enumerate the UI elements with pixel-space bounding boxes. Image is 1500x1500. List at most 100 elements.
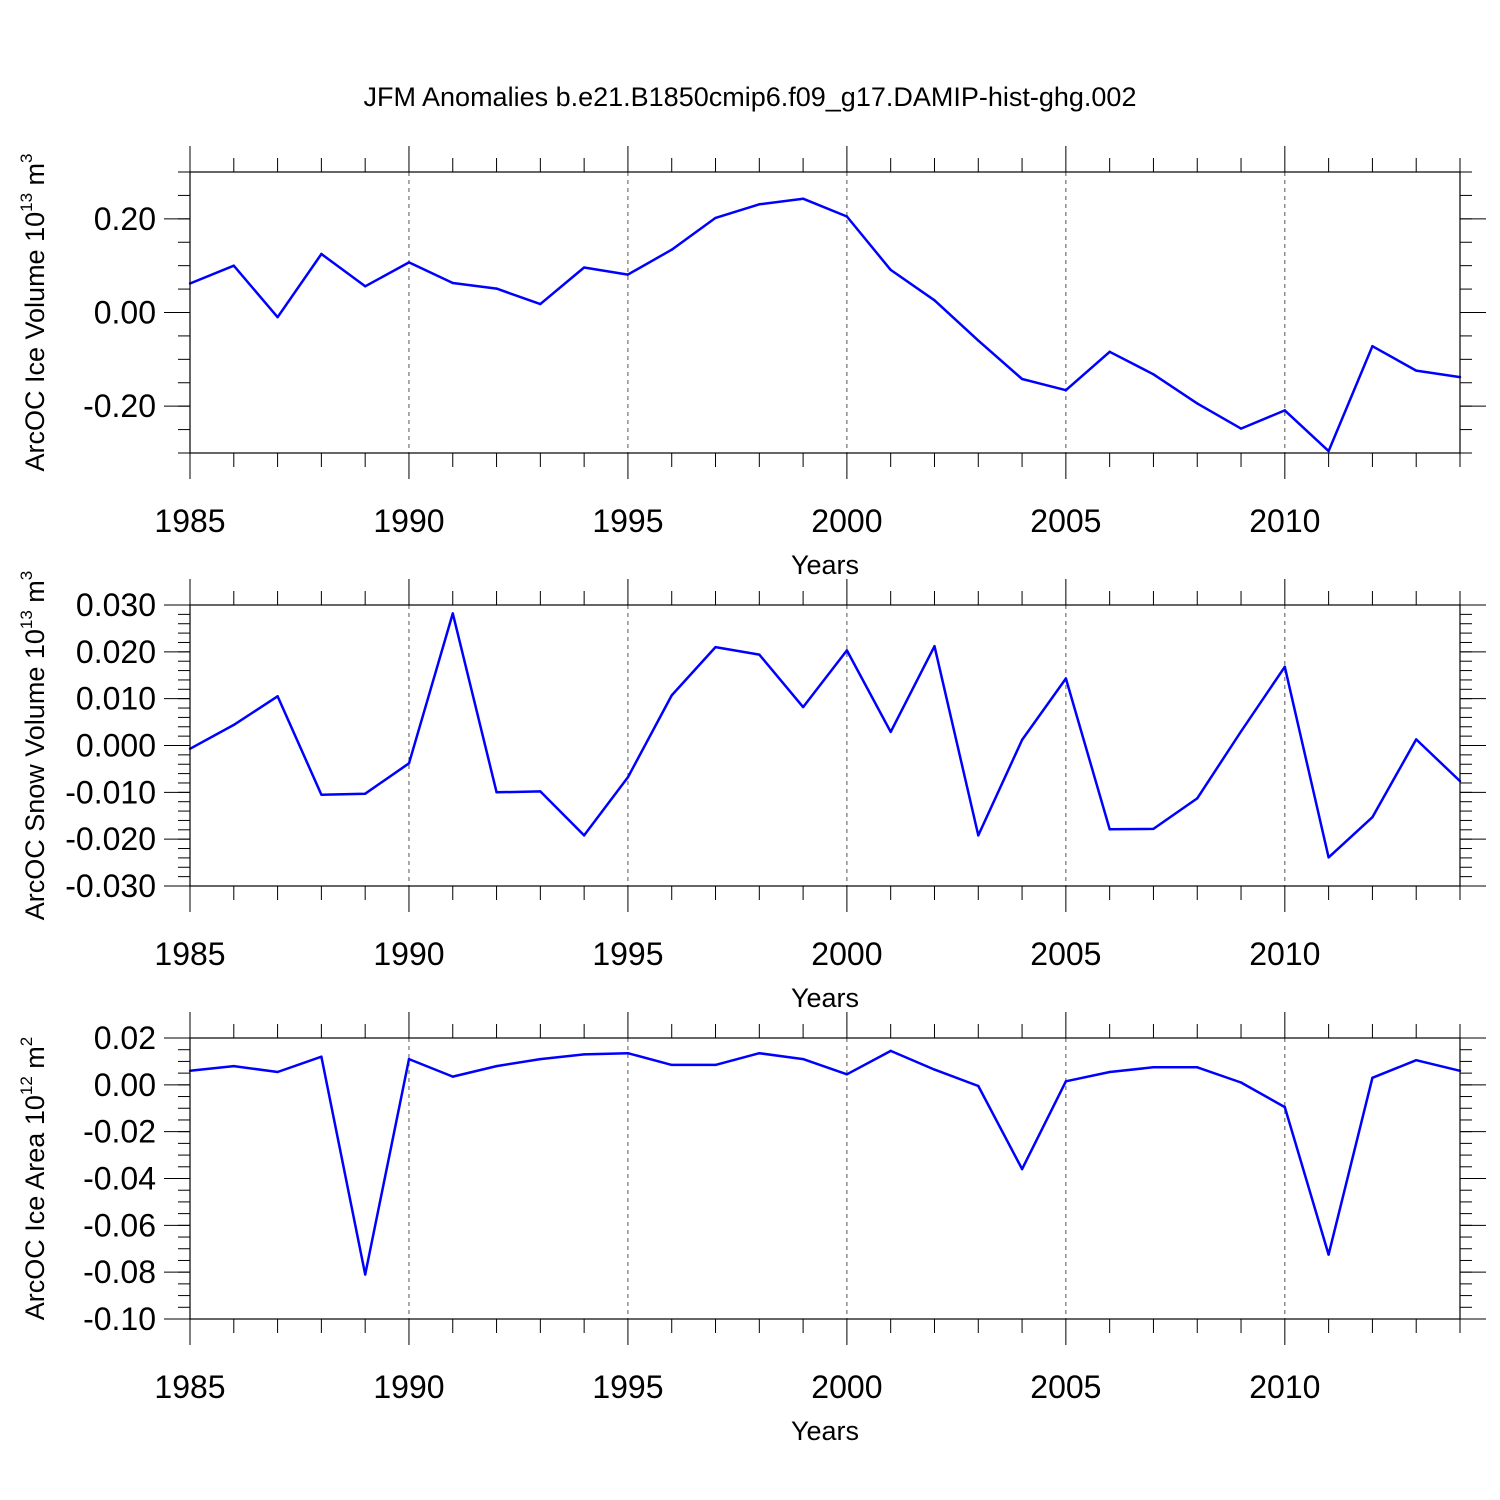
data-point	[1327, 1253, 1330, 1256]
y-tick-label: -0.04	[83, 1161, 156, 1197]
data-point	[1327, 856, 1330, 859]
data-point	[1064, 677, 1068, 680]
data-point	[451, 1075, 454, 1078]
y-tick-label: 0.20	[94, 201, 156, 237]
y-axis-title-exponent: 13	[17, 193, 36, 212]
data-point	[1327, 449, 1330, 453]
data-point	[933, 645, 936, 648]
data-point	[1020, 377, 1024, 381]
x-axis-title: Years	[791, 983, 859, 1013]
data-point	[276, 1070, 279, 1074]
x-axis-title: Years	[791, 550, 859, 580]
x-tick-label: 1990	[373, 1369, 444, 1405]
y-tick-label: -0.010	[65, 774, 156, 810]
x-tick-label: 1995	[592, 936, 663, 972]
data-point	[801, 705, 805, 709]
data-point	[845, 649, 849, 652]
data-point	[1020, 1167, 1024, 1171]
y-axis-title-exponent: 13	[17, 610, 36, 629]
y-tick-label: -0.08	[83, 1254, 156, 1290]
data-point	[758, 203, 761, 206]
y-tick-label: 0.000	[76, 728, 156, 764]
data-point	[232, 264, 235, 267]
y-axis-title: ArcOC Ice Volume 1013 m3	[17, 153, 50, 471]
data-point	[320, 252, 323, 256]
x-tick-label: 1995	[592, 503, 663, 539]
x-tick-label: 1990	[373, 936, 444, 972]
data-point	[1415, 1059, 1418, 1062]
series-line	[189, 197, 1461, 453]
data-point	[1239, 730, 1243, 733]
x-tick-label: 1985	[154, 503, 225, 539]
y-axis-title-unit-exponent: 2	[17, 1037, 36, 1046]
data-point	[1064, 389, 1068, 392]
y-tick-label: -0.02	[83, 1114, 156, 1150]
y-tick-label: -0.030	[65, 868, 156, 904]
panel-snow-volume: 0.030 0.020 0.010 0.000 -0.010 -0.020 -0.030 19…	[17, 571, 1486, 1013]
y-axis-title: ArcOC Snow Volume 1013 m3	[17, 571, 50, 921]
y-tick-label: 0.02	[94, 1020, 156, 1056]
data-point	[758, 653, 761, 656]
data-point	[451, 612, 454, 615]
data-point	[276, 315, 279, 319]
data-point	[977, 834, 980, 837]
data-point	[933, 1068, 936, 1071]
data-point	[407, 1057, 411, 1061]
data-point	[495, 287, 498, 290]
data-point	[845, 1073, 849, 1076]
data-point	[276, 695, 279, 698]
data-point	[1152, 373, 1155, 376]
data-point	[582, 1053, 586, 1056]
data-point	[845, 215, 849, 218]
y-tick-label: -0.06	[83, 1207, 156, 1243]
data-point	[1108, 350, 1111, 354]
data-point	[1283, 665, 1287, 669]
x-tick-label: 2010	[1249, 1369, 1320, 1405]
chart-title: JFM Anomalies b.e21.B1850cmip6.f09_g17.D…	[364, 82, 1137, 112]
data-point	[495, 791, 498, 794]
data-point	[1415, 738, 1418, 741]
y-tick-label: -0.10	[83, 1301, 156, 1337]
data-point	[714, 645, 717, 649]
plot-frame	[189, 171, 1461, 454]
y-tick-label: 0.030	[76, 587, 156, 623]
y-tick-label: 0.00	[94, 295, 156, 331]
data-point	[626, 776, 630, 779]
data-point	[714, 216, 717, 220]
y-axis-title-text: ArcOC Ice Area 10	[20, 1095, 50, 1320]
data-point	[889, 730, 892, 734]
data-point	[1239, 1081, 1243, 1084]
data-point	[626, 1052, 630, 1055]
y-axis-title-unit: m	[20, 580, 50, 610]
x-tick-label: 1985	[154, 1369, 225, 1405]
data-point	[363, 792, 367, 795]
data-point	[801, 197, 805, 200]
data-point	[320, 1055, 323, 1058]
x-tick-label: 2010	[1249, 936, 1320, 972]
data-point	[670, 248, 673, 251]
data-point	[977, 339, 980, 342]
data-point	[232, 1064, 235, 1068]
data-point	[1108, 828, 1111, 831]
data-point	[670, 1063, 673, 1067]
data-point	[977, 1084, 980, 1088]
data-point	[1196, 402, 1199, 405]
y-axis-title-unit-exponent: 3	[17, 571, 36, 580]
data-point	[1196, 797, 1199, 800]
x-tick-label: 2005	[1030, 503, 1101, 539]
data-point	[1064, 1080, 1068, 1083]
data-point	[626, 273, 630, 276]
x-tick-label: 2010	[1249, 503, 1320, 539]
data-point	[889, 268, 892, 272]
data-point	[1371, 345, 1374, 348]
x-tick-label: 1985	[154, 936, 225, 972]
x-tick-label: 1990	[373, 503, 444, 539]
data-point	[758, 1052, 761, 1055]
data-point	[582, 266, 586, 269]
data-point	[1152, 1066, 1155, 1069]
data-point	[670, 694, 673, 697]
data-point	[1371, 1076, 1374, 1080]
data-point	[1108, 1070, 1111, 1074]
data-point	[1283, 1105, 1287, 1109]
data-point	[363, 285, 367, 288]
